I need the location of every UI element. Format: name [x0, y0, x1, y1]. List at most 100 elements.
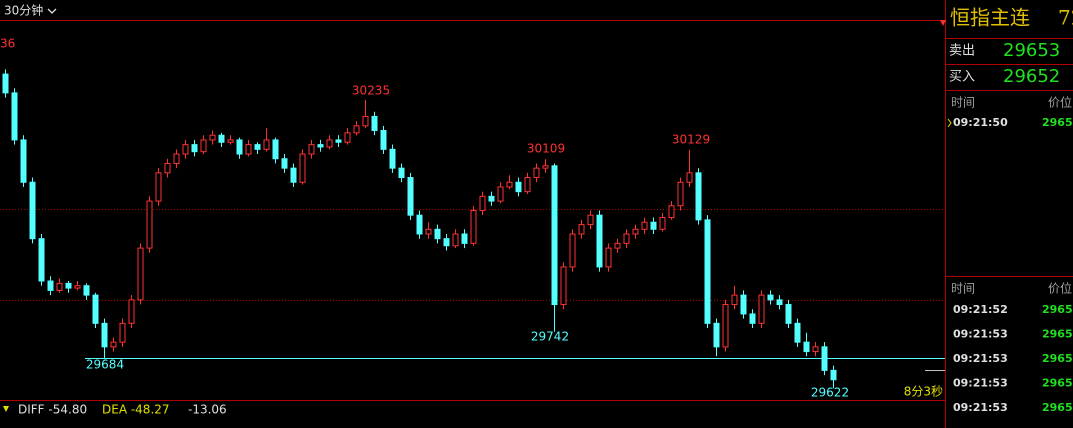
candle-body	[119, 322, 126, 343]
candle-body	[470, 209, 477, 244]
candle-body	[731, 294, 738, 306]
candle-body	[821, 346, 828, 371]
candle-body	[812, 346, 819, 353]
candle-body	[452, 233, 459, 247]
buy-price: 29652	[1003, 66, 1060, 87]
candle-body	[83, 285, 90, 296]
candle-body	[227, 139, 234, 143]
candle-body	[254, 144, 261, 150]
candle-body	[488, 195, 495, 202]
candle-body	[155, 172, 162, 202]
dea: DEA -48.27	[102, 403, 170, 417]
candle-body	[443, 238, 450, 247]
candle-body	[740, 294, 747, 315]
candle-body	[542, 165, 549, 169]
candle-body	[461, 233, 468, 244]
candle-body	[47, 280, 54, 291]
countdown: 8分3秒	[904, 385, 943, 399]
candle-body	[362, 115, 369, 127]
candle-body	[533, 167, 540, 179]
candle-body	[569, 233, 576, 268]
candle-body	[524, 177, 531, 193]
candle-body	[758, 294, 765, 324]
candle-body	[20, 139, 27, 183]
annotation: 30129	[672, 133, 710, 147]
sell-label: 卖出	[949, 44, 975, 59]
candle-body	[317, 144, 324, 148]
candle-body	[353, 125, 360, 134]
candle-body	[74, 285, 81, 289]
candle-body	[92, 294, 99, 324]
price: 29655	[1042, 352, 1073, 365]
candle-body	[236, 139, 243, 155]
candle-body	[173, 153, 180, 164]
candle-body	[146, 200, 153, 249]
price: 29654	[1042, 303, 1073, 316]
candle-body	[434, 228, 441, 240]
candle-body	[677, 181, 684, 207]
candle-body	[290, 167, 297, 183]
candle-body	[371, 115, 378, 132]
time: 09:21:53	[953, 352, 1008, 365]
candle-body	[101, 322, 108, 348]
candle-body	[722, 304, 729, 348]
candle-body	[479, 195, 486, 211]
annotation: 29742	[531, 330, 569, 344]
diff: DIFF -54.80	[18, 403, 87, 417]
candle-body	[56, 282, 63, 291]
instrument-code: 72	[1058, 6, 1073, 30]
annotation: 30235	[352, 84, 390, 98]
candle-body	[596, 214, 603, 268]
price: 29655	[1042, 377, 1073, 390]
candle-body	[830, 369, 837, 381]
toolbar[interactable]: 30分钟	[0, 0, 62, 20]
candle-body	[578, 224, 585, 235]
candle-body	[209, 134, 216, 141]
candle-body	[614, 242, 621, 249]
candle-body	[380, 130, 387, 150]
candle-body	[794, 322, 801, 343]
candle-body	[623, 233, 630, 244]
price: 29655	[1042, 401, 1073, 414]
candle-body	[389, 148, 396, 169]
candle-body	[587, 214, 594, 226]
column-header: 价位	[1048, 95, 1072, 110]
candle-body	[650, 221, 657, 230]
candle-body	[749, 313, 756, 324]
annotation: 29622	[811, 386, 849, 400]
candle-body	[776, 299, 783, 306]
candle-body	[272, 139, 279, 160]
time: 09:21:52	[953, 303, 1008, 316]
annotation: 30109	[527, 142, 565, 156]
candle-body	[785, 304, 792, 324]
candle-body	[668, 205, 675, 219]
candle-body	[29, 181, 36, 240]
candle-body	[164, 162, 171, 174]
candle-body	[65, 282, 72, 289]
candle-body	[299, 153, 306, 183]
candle-body	[605, 247, 612, 268]
candle-body	[2, 73, 9, 94]
time: 09:21:50	[953, 116, 1008, 129]
candle-body	[551, 165, 558, 306]
candle-body	[191, 144, 198, 153]
candle-body	[407, 177, 414, 216]
period[interactable]: 30分钟	[4, 3, 43, 18]
candle-body	[515, 181, 522, 193]
candle-body	[506, 181, 513, 188]
candle-body	[425, 228, 432, 235]
candle-body	[245, 144, 252, 155]
candle-body	[767, 294, 774, 301]
candle-body	[200, 139, 207, 153]
sell-price: 29653	[1003, 40, 1060, 61]
candle-body	[704, 219, 711, 324]
candle-body	[137, 247, 144, 301]
candle-body	[398, 167, 405, 179]
candle-body	[641, 221, 648, 230]
annotation: 36	[0, 37, 15, 51]
price: 29655	[1042, 328, 1073, 341]
column-header: 时间	[951, 282, 975, 296]
candle-body	[281, 158, 288, 169]
